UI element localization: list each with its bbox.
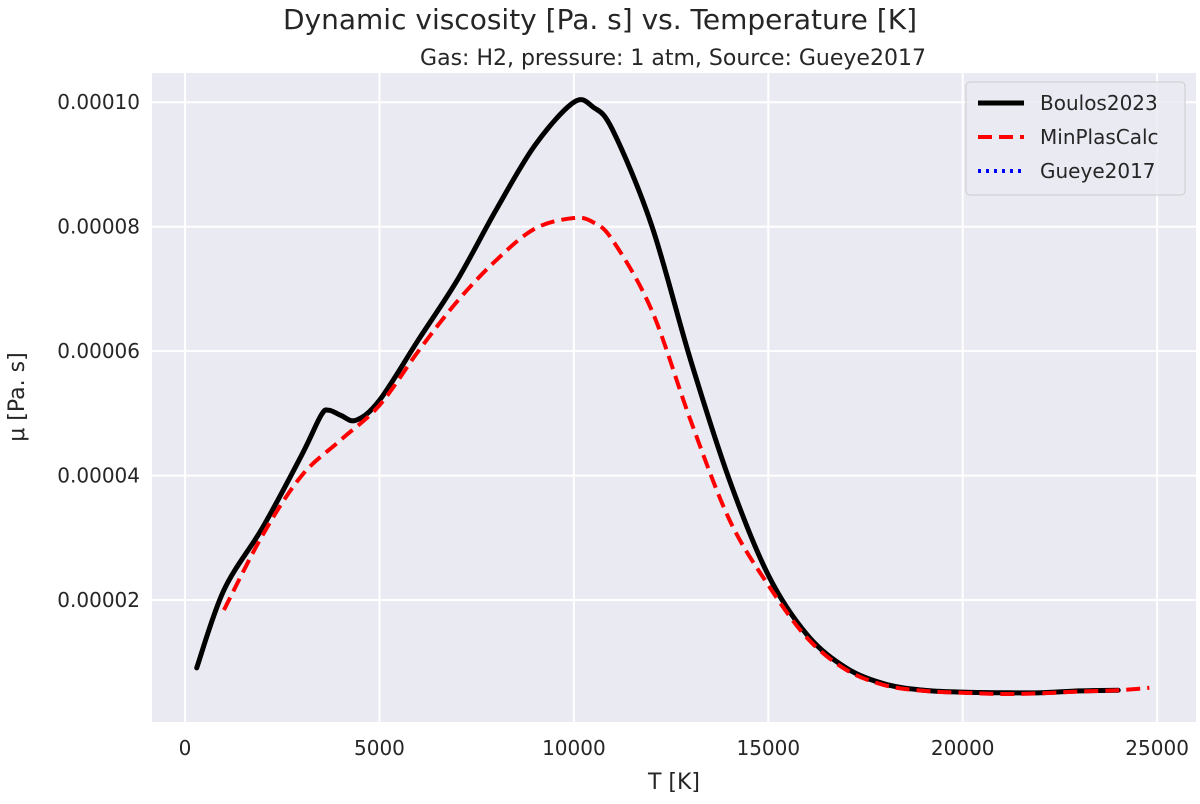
y-tick-label: 0.00006 bbox=[57, 339, 140, 363]
chart-title: Dynamic viscosity [Pa. s] vs. Temperatur… bbox=[283, 3, 917, 36]
series-lines bbox=[194, 97, 1150, 697]
x-tick-label: 25000 bbox=[1125, 736, 1189, 760]
x-axis-label: T [K] bbox=[647, 770, 700, 795]
legend-label: Gueye2017 bbox=[1040, 159, 1156, 183]
legend-box bbox=[965, 81, 1186, 196]
chart-subtitle: Gas: H2, pressure: 1 atm, Source: Gueye2… bbox=[420, 46, 926, 71]
x-tick-label: 5000 bbox=[354, 736, 405, 760]
tick-labels: 0 5000 10000 15000 20000 25000 0.00002 0.00004 0… bbox=[57, 90, 1189, 760]
legend-label: MinPlasCalc bbox=[1040, 125, 1159, 149]
y-tick-label: 0.00010 bbox=[57, 90, 140, 114]
x-tick-label: 0 bbox=[179, 736, 192, 760]
x-tick-label: 20000 bbox=[931, 736, 995, 760]
y-tick-label: 0.00002 bbox=[57, 588, 140, 612]
legend: Boulos2023 MinPlasCalc Gueye2017 bbox=[965, 81, 1186, 196]
series-line-minplascalc bbox=[222, 215, 1150, 697]
x-tick-label: 10000 bbox=[542, 736, 606, 760]
x-tick-label: 15000 bbox=[736, 736, 800, 760]
legend-label: Boulos2023 bbox=[1040, 91, 1158, 115]
y-axis-label: μ [Pa. s] bbox=[5, 352, 30, 441]
y-tick-label: 0.00008 bbox=[57, 215, 140, 239]
y-tick-label: 0.00004 bbox=[57, 464, 140, 488]
